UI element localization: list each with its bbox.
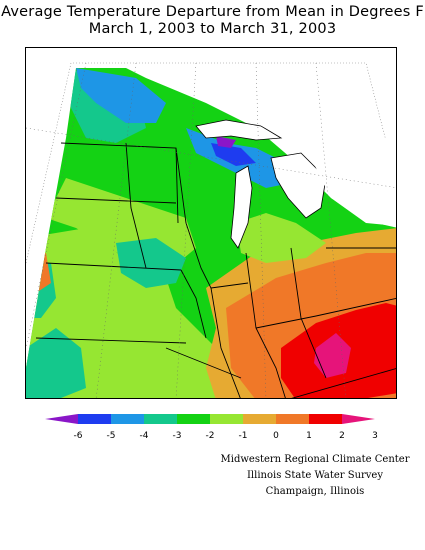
temperature-fill	[26, 68, 396, 398]
legend-swatch	[276, 414, 309, 424]
legend-swatch	[111, 414, 144, 424]
legend-tick-label: -1	[239, 431, 248, 441]
legend-swatch	[342, 414, 375, 424]
legend-tick-label: -2	[206, 431, 215, 441]
legend-tick-label: -5	[107, 431, 116, 441]
color-legend: -6 -5 -4 -3 -2 -1 0 1 2 3	[45, 414, 378, 441]
map-title-line-2: March 1, 2003 to March 31, 2003	[88, 21, 337, 37]
credit-line-2: Illinois State Water Survey	[246, 470, 383, 481]
credit-line-1: Midwestern Regional Climate Center	[220, 454, 410, 465]
legend-swatch	[243, 414, 276, 424]
legend-tick-label: 2	[339, 431, 345, 441]
legend-swatch	[210, 414, 243, 424]
state-boundaries	[35, 142, 396, 398]
graticule	[26, 62, 396, 398]
legend-swatch	[78, 414, 111, 424]
credit-line-3: Champaign, Illinois	[265, 486, 365, 497]
map-title-line-1: Average Temperature Departure from Mean …	[1, 4, 424, 20]
lake-huron	[270, 152, 327, 219]
legend-tick-label: -6	[74, 431, 83, 441]
lake-superior	[195, 119, 283, 141]
legend-tick-label: -3	[173, 431, 182, 441]
temperature-departure-map	[25, 47, 397, 399]
legend-tick-label: 0	[273, 431, 279, 441]
legend-tick-label: 1	[306, 431, 312, 441]
canada-area	[226, 68, 396, 226]
projection-outline	[26, 62, 396, 264]
lake-michigan	[230, 165, 253, 249]
legend-tick-label: 3	[372, 431, 378, 441]
legend-swatch	[45, 414, 78, 424]
legend-swatch	[177, 414, 210, 424]
map-canvas	[26, 62, 396, 398]
legend-swatch	[144, 414, 177, 424]
legend-swatch	[309, 414, 342, 424]
legend-tick-label: -4	[140, 431, 149, 441]
